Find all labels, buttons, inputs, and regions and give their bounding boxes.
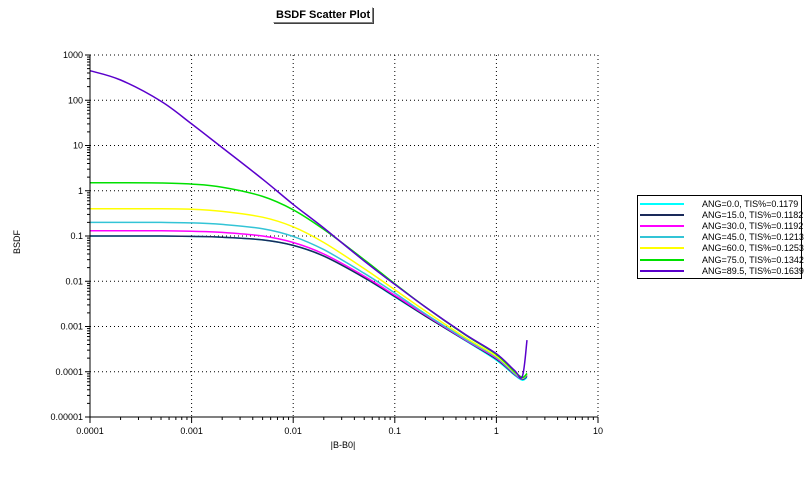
legend-label: ANG=60.0, TIS%=0.1253	[702, 243, 804, 254]
legend-label: ANG=89.5, TIS%=0.1639	[702, 265, 804, 276]
series-line-5	[89, 182, 528, 379]
y-tick-label: 1000	[63, 50, 83, 60]
series-line-1	[90, 235, 528, 381]
legend-label: ANG=30.0, TIS%=0.1192	[702, 220, 804, 231]
x-tick-label: 0.01	[284, 426, 302, 436]
series-line-2	[90, 230, 528, 380]
legend-swatch	[640, 247, 684, 250]
legend-label: ANG=45.0, TIS%=0.1213	[702, 232, 804, 243]
series-line-6	[89, 69, 528, 379]
legend: ANG=0.0, TIS%=0.1179 ANG=15.0, TIS%=0.118…	[637, 195, 804, 280]
legend-label: ANG=15.0, TIS%=0.1182	[702, 209, 804, 220]
legend-item: ANG=45.0, TIS%=0.1213	[640, 232, 804, 243]
legend-item: ANG=75.0, TIS%=0.1342	[640, 254, 804, 265]
y-tick-label: 1	[78, 186, 83, 196]
legend-label: ANG=0.0, TIS%=0.1179	[702, 198, 799, 209]
legend-swatch	[640, 269, 684, 272]
x-tick-label: 0.1	[389, 426, 402, 436]
y-tick-label: 100	[68, 95, 83, 105]
legend-label: ANG=75.0, TIS%=0.1342	[702, 254, 804, 265]
x-tick-label: 0.001	[180, 426, 203, 436]
chart-title: BSDF Scatter Plot	[273, 7, 374, 23]
x-tick-label: 10	[593, 426, 603, 436]
y-tick-label: 0.00001	[50, 412, 83, 422]
y-tick-label: 0.01	[65, 276, 83, 286]
tick-labels: 0.0001 0.001 0.01 0.1 1 10 0.00001 0.0001 0.001 0…	[50, 50, 603, 436]
series-lines	[89, 69, 528, 381]
legend-swatch	[640, 213, 684, 216]
series-line-3	[90, 221, 528, 380]
series-line-0	[90, 235, 528, 381]
x-tick-label: 0.0001	[76, 426, 104, 436]
series-line-4	[90, 208, 528, 379]
legend-item: ANG=15.0, TIS%=0.1182	[640, 209, 803, 220]
y-tick-label: 0.1	[70, 231, 83, 241]
legend-swatch	[640, 202, 684, 205]
y-axis-label: BSDF	[12, 230, 22, 255]
y-tick-label: 0.0001	[55, 367, 83, 377]
legend-item: ANG=0.0, TIS%=0.1179	[640, 198, 799, 209]
y-tick-label: 10	[73, 141, 83, 151]
legend-swatch	[640, 236, 684, 239]
legend-item: ANG=60.0, TIS%=0.1253	[640, 243, 804, 254]
axis-ticks	[85, 54, 599, 423]
legend-swatch	[640, 224, 684, 227]
x-tick-label: 1	[494, 426, 499, 436]
legend-swatch	[640, 258, 684, 261]
y-tick-label: 0.001	[60, 322, 83, 332]
legend-item: ANG=30.0, TIS%=0.1192	[640, 220, 803, 231]
legend-item: ANG=89.5, TIS%=0.1639	[640, 265, 804, 276]
x-axis-label: |B-B0|	[331, 440, 356, 450]
